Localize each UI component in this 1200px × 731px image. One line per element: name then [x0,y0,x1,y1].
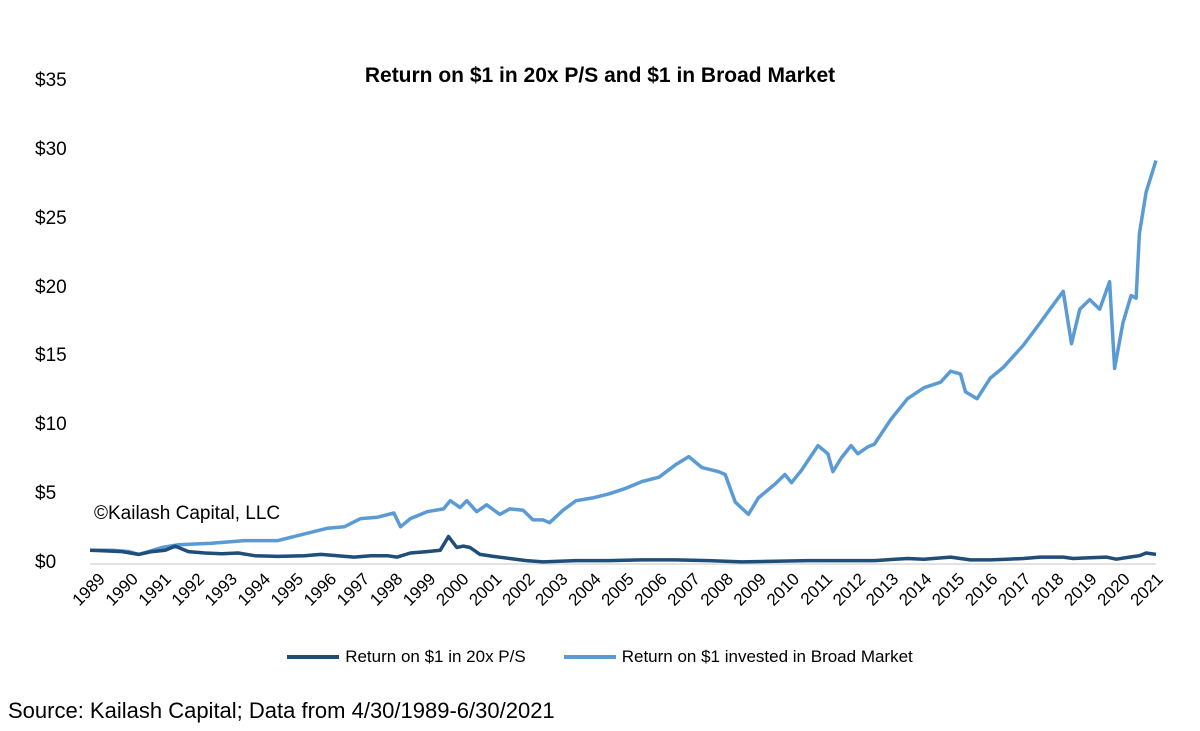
source-note: Source: Kailash Capital; Data from 4/30/… [8,698,555,723]
x-tick-label: 2003 [532,569,572,609]
x-tick-label: 2008 [697,569,737,609]
x-tick-label: 2009 [730,569,770,609]
x-tick-label: 2017 [994,569,1034,609]
x-tick-label: 1997 [333,569,373,609]
x-tick-label: 2005 [598,569,638,609]
copyright-watermark: ©Kailash Capital, LLC [94,503,281,524]
x-tick-label: 2004 [565,569,605,609]
legend-label: Return on $1 in 20x P/S [345,647,526,666]
x-tick-label: 2019 [1061,569,1101,609]
legend-item-broad-market: Return on $1 invested in Broad Market [563,647,913,667]
x-tick-label: 2001 [465,569,505,609]
x-tick-label: 2011 [797,569,836,608]
legend-item-20x-ps: Return on $1 in 20x P/S [287,647,526,667]
y-tick-label: $25 [35,207,67,229]
x-tick-label: 2007 [664,569,704,609]
x-tick-label: 2021 [1127,569,1167,609]
x-tick-label: 1992 [168,569,208,609]
x-tick-label: 1991 [135,569,175,609]
x-tick-label: 1990 [102,569,142,609]
chart-title: Return on $1 in 20x P/S and $1 in Broad … [364,64,836,87]
legend-swatch [563,655,616,659]
y-tick-label: $30 [35,138,67,160]
legend-swatch [287,655,340,659]
x-tick-label: 1996 [300,569,340,609]
x-tick-label: 2013 [862,569,902,609]
legend-label: Return on $1 invested in Broad Market [621,647,913,666]
x-tick-label: 2018 [1027,569,1067,609]
x-tick-label: 2014 [895,569,935,609]
y-tick-label: $0 [35,552,57,573]
x-tick-label: 1993 [201,569,241,609]
x-tick-label: 2016 [961,569,1001,609]
x-tick-label: 2010 [763,569,803,609]
x-tick-label: 1989 [69,569,109,609]
y-tick-label: $5 [35,483,57,505]
x-tick-label: 1999 [399,569,439,609]
x-tick-label: 2012 [829,569,869,609]
x-tick-label: 2002 [498,569,538,609]
x-tick-label: 2020 [1094,569,1134,609]
x-tick-label: 1998 [366,569,406,609]
x-tick-label: 1994 [234,569,274,609]
series-line [89,534,1157,564]
y-tick-label: $10 [35,414,67,436]
y-tick-label: $35 [35,70,67,91]
y-tick-label: $15 [35,345,67,367]
series-line [90,159,1158,557]
y-tick-label: $20 [35,276,67,298]
legend: Return on $1 in 20x P/S Return on $1 inv… [0,647,1200,667]
x-tick-label: 2006 [631,569,671,609]
x-tick-label: 1995 [267,569,307,609]
x-tick-label: 2000 [432,569,472,609]
x-tick-label: 2015 [928,569,968,609]
